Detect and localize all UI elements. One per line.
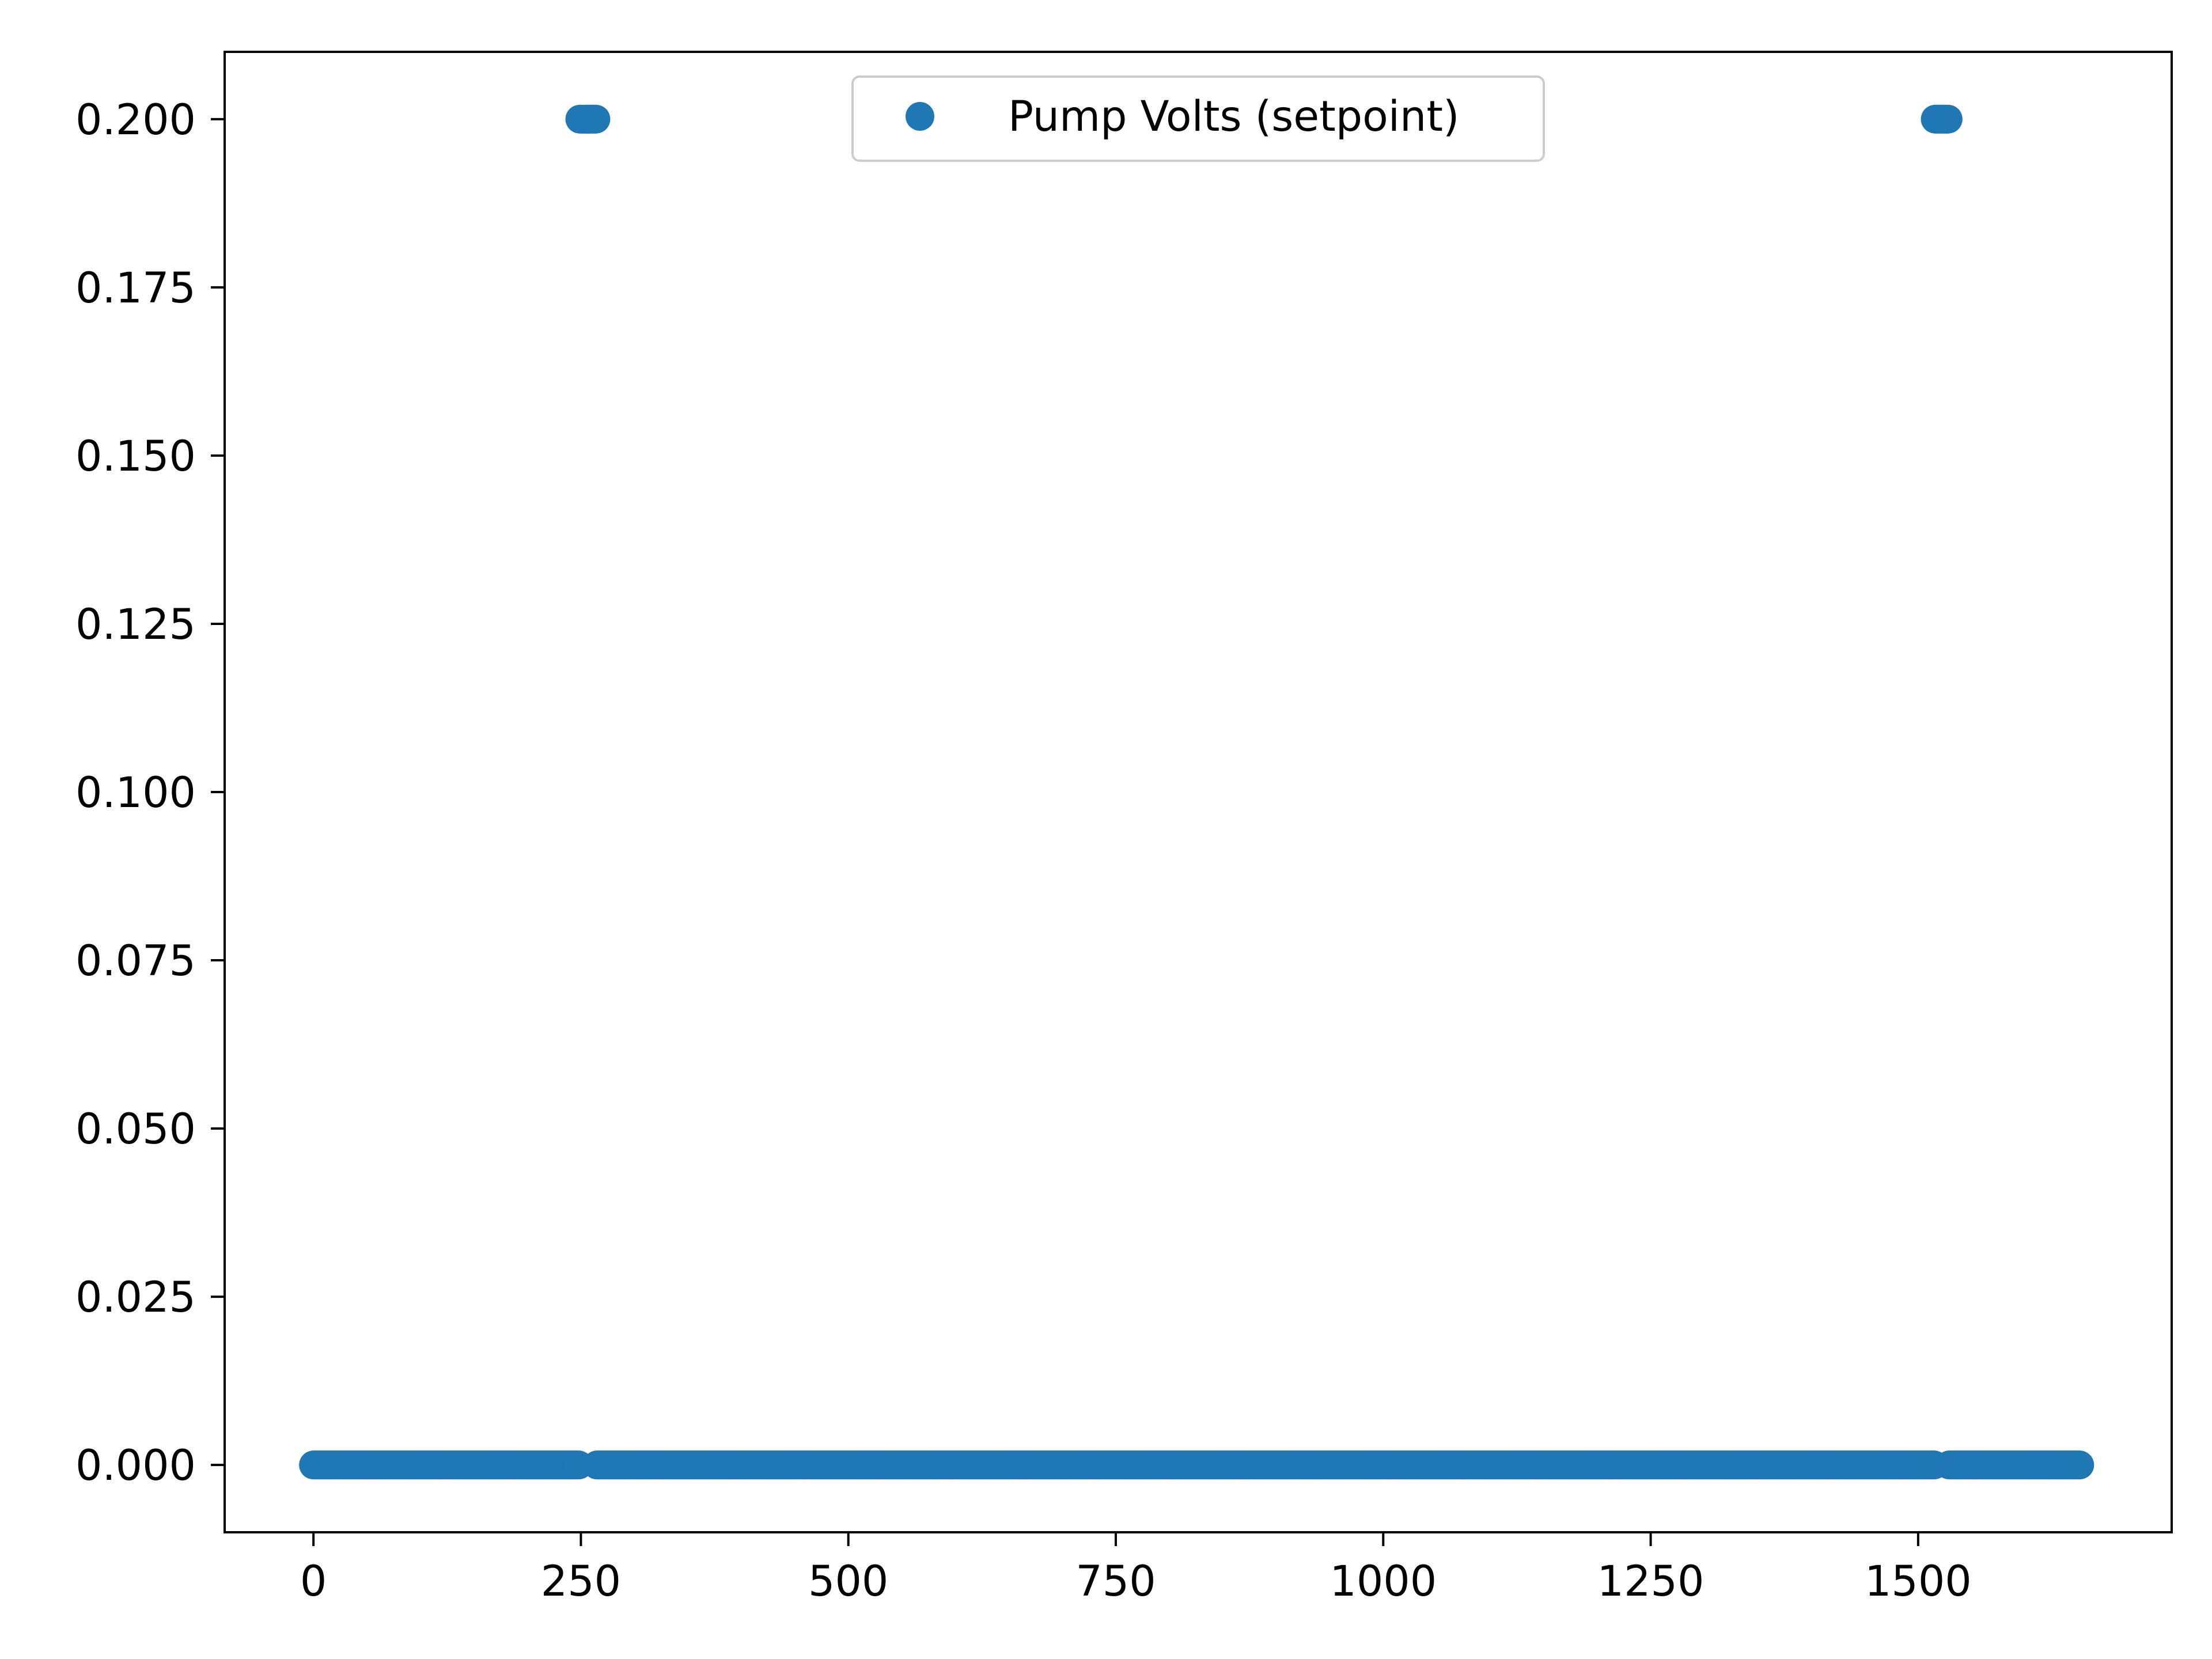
legend: Pump Volts (setpoint) [851,75,1545,162]
data-point [581,104,611,134]
y-tick-label: 0.175 [75,264,196,313]
x-tick-label: 1500 [1865,1557,1972,1606]
x-tick-label: 1250 [1597,1557,1705,1606]
y-tick-label: 0.050 [75,1105,196,1154]
y-tick-label: 0.000 [75,1441,196,1490]
x-tick-label: 1000 [1330,1557,1437,1606]
legend-label: Pump Volts (setpoint) [1008,92,1459,141]
x-tick-label: 250 [541,1557,621,1606]
legend-marker [906,102,934,131]
x-tick-label: 750 [1075,1557,1156,1606]
y-tick-label: 0.200 [75,96,196,145]
x-tick-label: 0 [300,1557,327,1606]
y-tick-label: 0.150 [75,432,196,481]
data-point [2065,1450,2094,1480]
x-tick-label: 500 [808,1557,888,1606]
axes-layer: 0 250 500 750 1000 1250 1500 0.000 0.025 0.050 0.0… [75,51,2173,1606]
data-point [1933,104,1963,134]
y-tick-label: 0.025 [75,1273,196,1322]
data-points-layer [299,104,2094,1480]
y-tick-label: 0.100 [75,768,196,817]
legend-box [851,75,1545,162]
y-tick-label: 0.075 [75,937,196,986]
y-tick-label: 0.125 [75,600,196,649]
